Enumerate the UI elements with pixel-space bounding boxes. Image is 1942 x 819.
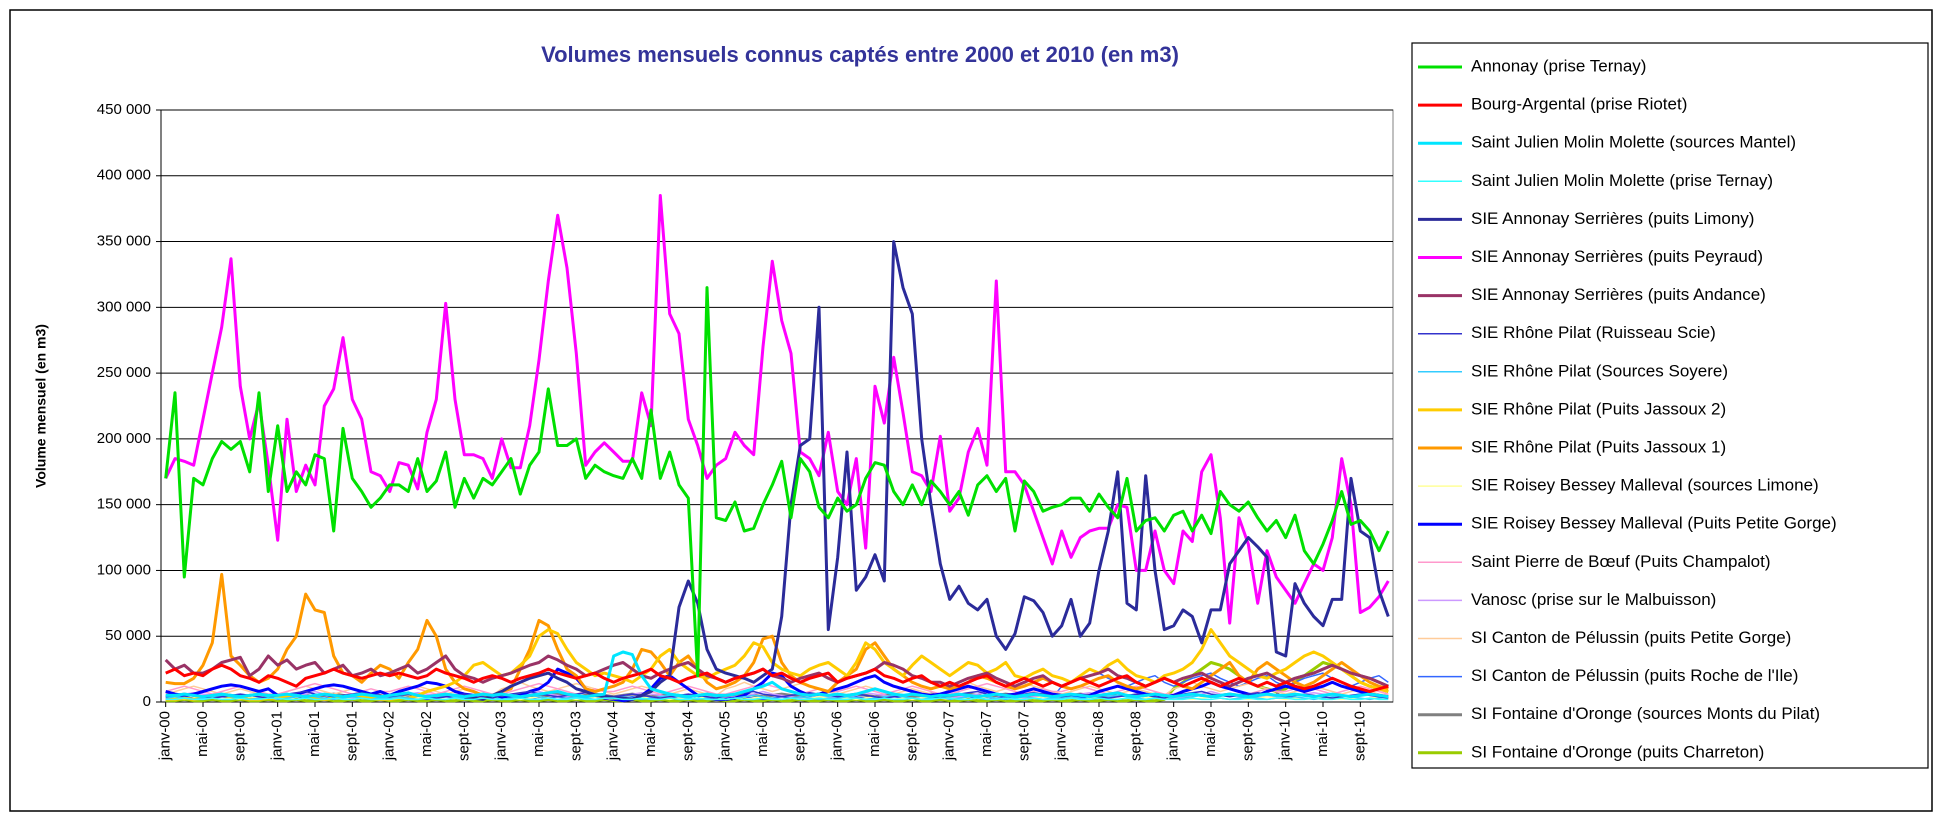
legend-label: Bourg-Argental (prise Riotet): [1471, 95, 1687, 114]
legend-box: [1411, 42, 1929, 769]
x-tick-label: mai-04: [642, 711, 659, 757]
x-tick-label: janv-00: [157, 711, 174, 761]
x-tick-label: mai-09: [1202, 711, 1219, 757]
x-tick-label: janv-02: [381, 711, 398, 761]
legend-label: SIE Rhône Pilat (Puits Jassoux 1): [1471, 437, 1726, 456]
legend-label: SI Canton de Pélussin (puits Roche de l'…: [1471, 666, 1798, 685]
x-tick-label: sept-04: [679, 711, 696, 761]
series-line: [164, 286, 1390, 678]
x-tick-label: janv-09: [1165, 711, 1182, 761]
y-tick-label: 400 000: [97, 167, 151, 184]
legend-label: SIE Annonay Serrières (puits Andance): [1471, 285, 1766, 304]
series-line: [164, 194, 1390, 625]
x-tick-label: mai-01: [306, 711, 323, 757]
x-tick-label: mai-06: [866, 711, 883, 757]
legend-label: SIE Roisey Bessey Malleval (sources Limo…: [1471, 476, 1819, 495]
plot-area: [160, 109, 1394, 703]
x-tick-label: sept-02: [455, 711, 472, 761]
x-tick-label: sept-05: [791, 711, 808, 761]
legend-label: SI Canton de Pélussin (puits Petite Gorg…: [1471, 628, 1791, 647]
legend-label: SIE Annonay Serrières (puits Peyraud): [1471, 247, 1763, 266]
x-tick-label: janv-10: [1277, 711, 1294, 761]
x-tick-label: janv-04: [605, 711, 622, 761]
x-tick-label: mai-07: [978, 711, 995, 757]
legend-label: Saint Julien Molin Molette (prise Ternay…: [1471, 171, 1773, 190]
legend-label: SIE Roisey Bessey Malleval (Puits Petite…: [1471, 514, 1837, 533]
legend-label: SIE Rhône Pilat (Ruisseau Scie): [1471, 323, 1716, 342]
series-line: [164, 654, 1389, 688]
legend-label: Annonay (prise Ternay): [1471, 56, 1646, 75]
legend-label: Vanosc (prise sur le Malbuisson): [1471, 590, 1716, 609]
x-tick-label: sept-01: [343, 711, 360, 761]
y-axis-label: Volume mensuel (en m3): [33, 324, 49, 488]
x-tick-label: janv-03: [493, 711, 510, 761]
x-tick-label: mai-08: [1090, 711, 1107, 757]
x-tick-label: janv-08: [1053, 711, 1070, 761]
y-tick-label: 350 000: [97, 233, 151, 250]
x-tick-label: sept-00: [231, 711, 248, 761]
x-tick-label: janv-01: [269, 711, 286, 761]
y-tick-label: 50 000: [105, 627, 151, 644]
x-tick-label: sept-07: [1015, 711, 1032, 761]
x-tick-label: sept-10: [1351, 711, 1368, 761]
series-line: [165, 663, 1389, 693]
y-tick-label: 100 000: [97, 561, 151, 578]
y-tick-label: 150 000: [97, 496, 151, 513]
y-tick-label: 200 000: [97, 430, 151, 447]
x-tick-label: mai-10: [1314, 711, 1331, 757]
x-tick-label: sept-03: [567, 711, 584, 761]
legend-label: SI Fontaine d'Oronge (puits Charreton): [1471, 742, 1764, 761]
x-tick-label: sept-09: [1239, 711, 1256, 761]
x-tick-label: mai-00: [194, 711, 211, 757]
legend-label: SI Fontaine d'Oronge (sources Monts du P…: [1471, 704, 1820, 723]
x-tick-label: janv-05: [717, 711, 734, 761]
x-tick-label: mai-05: [754, 711, 771, 757]
y-tick-label: 0: [143, 693, 151, 710]
x-tick-label: sept-06: [903, 711, 920, 761]
x-tick-label: janv-07: [941, 711, 958, 761]
series-line: [165, 628, 1389, 701]
chart-title: Volumes mensuels connus captés entre 200…: [541, 42, 1179, 67]
series-line: [165, 697, 1389, 701]
legend-label: SIE Rhône Pilat (Sources Soyere): [1471, 361, 1728, 380]
y-tick-label: 250 000: [97, 364, 151, 381]
y-tick-label: 450 000: [97, 101, 151, 118]
series-line: [165, 650, 1389, 699]
x-tick-label: mai-03: [530, 711, 547, 757]
legend-label: Saint Pierre de Bœuf (Puits Champalot): [1471, 552, 1771, 571]
x-tick-label: mai-02: [418, 711, 435, 757]
x-tick-label: sept-08: [1127, 711, 1144, 761]
x-tick-label: janv-06: [829, 711, 846, 761]
y-tick-label: 300 000: [97, 298, 151, 315]
legend-label: Saint Julien Molin Molette (sources Mant…: [1471, 133, 1796, 152]
legend-label: SIE Annonay Serrières (puits Limony): [1471, 209, 1754, 228]
legend-label: SIE Rhône Pilat (Puits Jassoux 2): [1471, 399, 1726, 418]
